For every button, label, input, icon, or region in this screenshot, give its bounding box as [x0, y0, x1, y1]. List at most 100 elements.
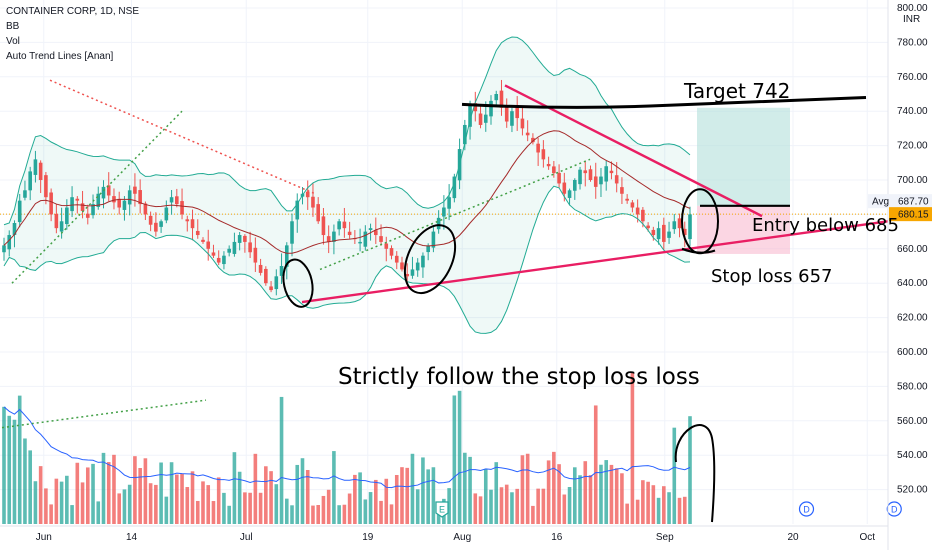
volume-bar	[326, 489, 331, 524]
volume-bar	[494, 462, 499, 524]
volume-bar	[483, 468, 488, 524]
volume-bar	[368, 492, 373, 524]
volume-bar	[253, 453, 258, 524]
x-tick-label: 16	[551, 532, 563, 543]
volume-bar	[447, 488, 451, 524]
volume-bar	[148, 483, 153, 524]
legend-bb[interactable]: BB	[6, 21, 20, 32]
volume-bar	[667, 492, 671, 524]
candle-body	[426, 245, 430, 253]
candle-body	[342, 221, 347, 229]
y-tick-label: 520.00	[897, 485, 928, 496]
candle-body	[237, 235, 242, 243]
candle-body	[243, 235, 247, 242]
legend-vol[interactable]: Vol	[6, 36, 20, 47]
x-tick-label: 20	[787, 532, 799, 543]
candle-body	[368, 228, 373, 230]
trend-line-volume	[1, 399, 207, 429]
candle-body	[609, 170, 614, 174]
candle-body	[143, 203, 148, 215]
candle-body	[195, 230, 200, 236]
candle-body	[138, 190, 142, 205]
legend-trendlines[interactable]: Auto Trend Lines [Anan]	[6, 51, 114, 62]
volume-bar	[321, 495, 326, 524]
volume-bar	[54, 478, 59, 524]
volume-bar	[180, 473, 184, 524]
candle-body	[499, 90, 504, 108]
candle-body	[562, 182, 567, 194]
volume-bar	[609, 464, 614, 524]
volume-bar	[295, 464, 300, 524]
candle-body	[410, 269, 415, 276]
candles	[2, 79, 692, 296]
volume-bar	[122, 489, 127, 524]
candle-body	[28, 171, 32, 191]
candle-body	[122, 200, 127, 210]
volume-bar	[269, 471, 273, 524]
volume-bar	[316, 505, 320, 524]
candle-body	[536, 143, 540, 153]
volume-bar	[206, 485, 211, 524]
volume-bar	[630, 372, 635, 524]
volume-bar	[243, 492, 247, 524]
volume-bar	[332, 451, 336, 524]
y-tick-label: 740.00	[897, 106, 928, 117]
volume-bar	[651, 485, 656, 524]
trend-line-support-2	[319, 158, 591, 271]
volume-bar	[337, 505, 341, 524]
volume-bar	[133, 456, 137, 524]
candle-body	[641, 209, 645, 222]
drawn-support-line	[301, 220, 889, 304]
candle-body	[154, 222, 158, 232]
volume-bar	[85, 467, 90, 524]
volume-bar	[70, 505, 74, 524]
candle-body	[604, 166, 609, 182]
x-tick-label: Aug	[453, 532, 471, 543]
candle-body	[394, 255, 399, 263]
candle-body	[525, 132, 530, 136]
candle-body	[101, 186, 106, 199]
candle-body	[7, 235, 12, 250]
avg-tag-value: 687.70	[898, 197, 929, 208]
y-tick-label: 620.00	[897, 313, 928, 324]
volume-bars	[2, 372, 692, 524]
candle-body	[65, 207, 69, 225]
candle-body	[552, 166, 556, 174]
candle-body	[379, 236, 383, 242]
circle-current	[681, 188, 719, 255]
candle-body	[436, 217, 441, 230]
y-tick-label: 560.00	[897, 416, 928, 427]
volume-bar	[117, 493, 122, 524]
candle-body	[96, 193, 101, 207]
volume-bar	[258, 492, 263, 524]
volume-bar	[159, 462, 163, 524]
candle-body	[614, 175, 619, 184]
candle-body	[112, 196, 116, 203]
candle-body	[656, 228, 661, 240]
event-marker-letter: D	[803, 505, 810, 515]
volume-bar	[17, 395, 22, 524]
volume-bar	[546, 460, 551, 524]
candle-body	[347, 231, 352, 236]
candle-body	[91, 204, 95, 216]
candle-body	[389, 248, 394, 256]
candle-body	[478, 113, 483, 125]
candle-body	[405, 273, 410, 277]
candle-body	[677, 218, 682, 229]
volume-bar	[237, 471, 242, 524]
bollinger-band-fill	[4, 37, 690, 334]
candle-body	[258, 264, 263, 273]
candle-body	[169, 197, 174, 203]
volume-bar	[499, 487, 504, 524]
volume-bar	[478, 496, 483, 524]
candle-body	[222, 255, 226, 265]
candle-body	[374, 230, 378, 236]
volume-bar	[127, 484, 132, 524]
candle-body	[520, 118, 525, 129]
candle-body	[667, 231, 671, 238]
candle-body	[159, 221, 163, 227]
volume-bar	[677, 497, 682, 524]
x-tick-label: Oct	[859, 532, 875, 543]
